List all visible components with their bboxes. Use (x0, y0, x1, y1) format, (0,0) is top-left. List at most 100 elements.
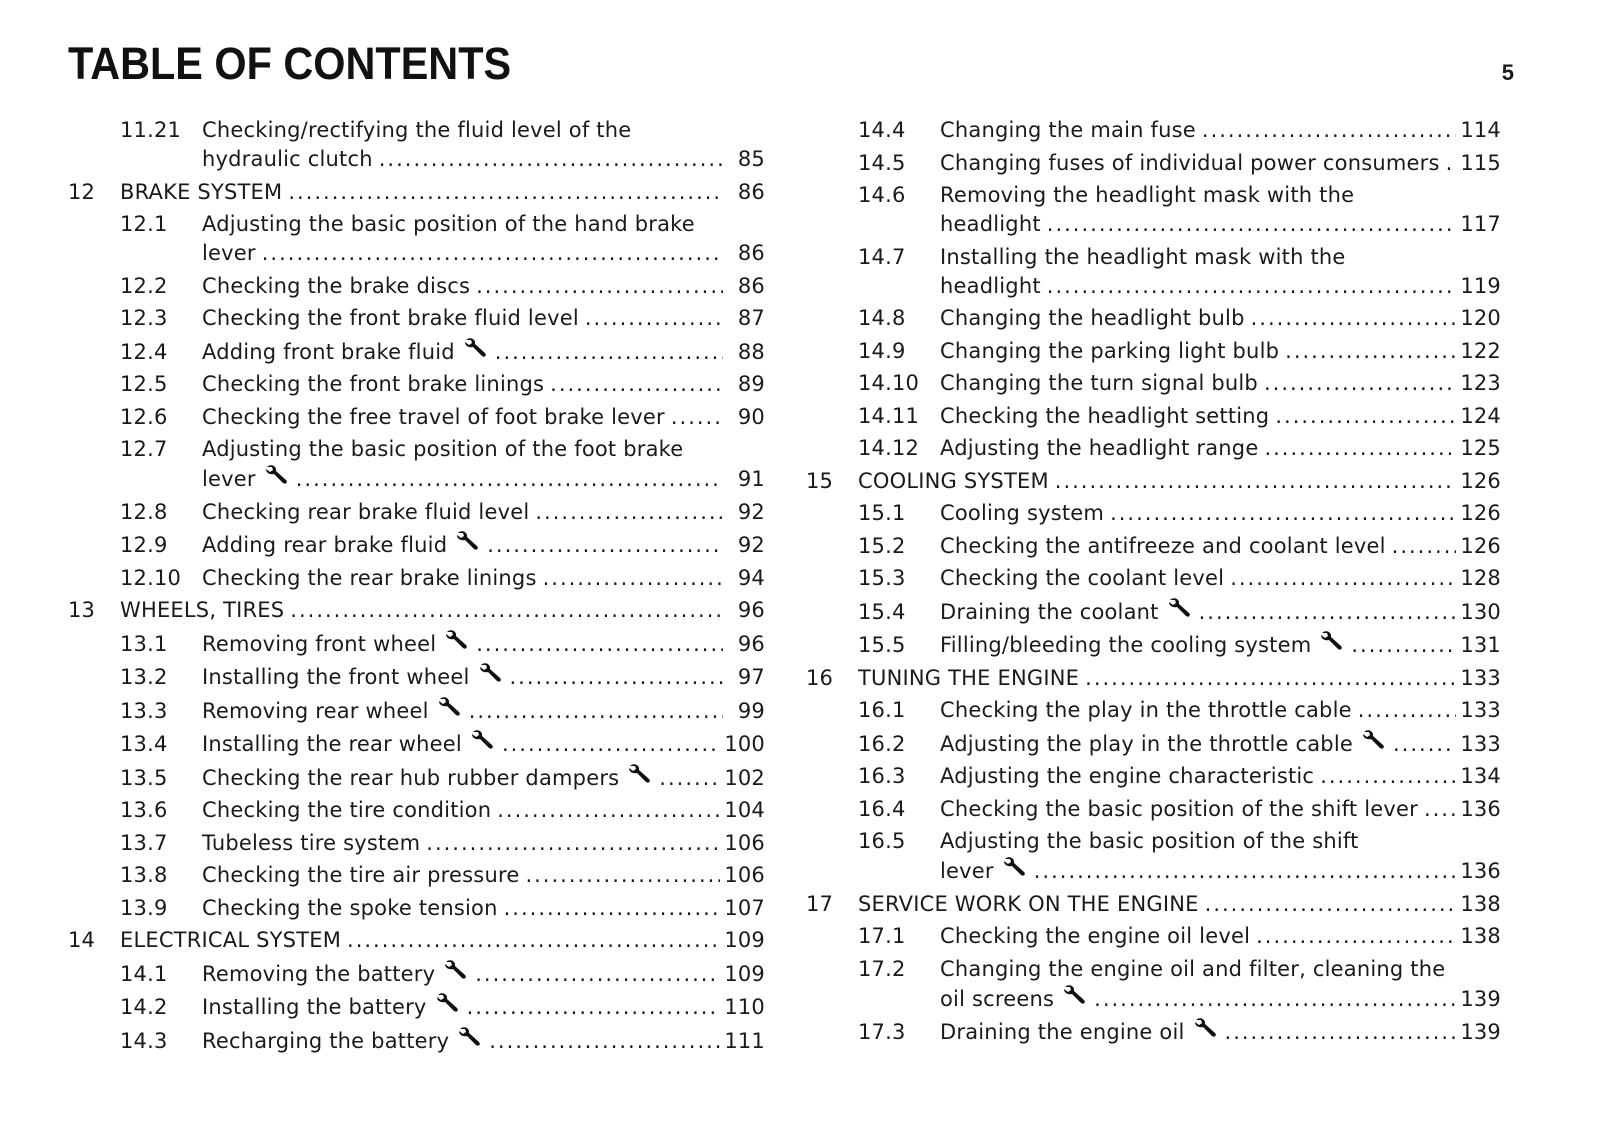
entry-page-number[interactable]: 109 (724, 961, 765, 986)
entry-page-number[interactable]: 134 (1460, 764, 1501, 788)
toc-entry[interactable]: 12.7 Adjusting the basic position of the … (68, 435, 765, 494)
entry-page-number[interactable]: 91 (737, 467, 765, 491)
toc-entry[interactable]: 14.9 Changing the parking light bulb 122 (806, 337, 1501, 366)
entry-page-number[interactable]: 109 (724, 928, 765, 952)
toc-chapter-entry[interactable]: 12 BRAKE SYSTEM 86 (68, 178, 765, 207)
toc-entry[interactable]: 16.3 Adjusting the engine characteristic 1… (806, 762, 1501, 791)
toc-entry[interactable]: 12.9 Adding rear brake fluid 92 (68, 530, 765, 560)
toc-entry[interactable]: 16.5 Adjusting the basic position of the … (806, 827, 1501, 886)
entry-page-number[interactable]: 131 (1460, 633, 1501, 657)
toc-entry[interactable]: 15.5 Filling/bleeding the cooling system 1… (806, 630, 1501, 660)
entry-page-number[interactable]: 107 (724, 895, 765, 920)
toc-entry[interactable]: 14.12 Adjusting the headlight range 125 (806, 434, 1501, 463)
entry-page-number[interactable]: 92 (737, 533, 765, 557)
toc-chapter-entry[interactable]: 13 WHEELS, TIRES 96 (68, 596, 765, 625)
toc-entry[interactable]: 14.3 Recharging the battery 111 (68, 1026, 765, 1056)
entry-page-number[interactable]: 88 (737, 339, 765, 364)
toc-entry[interactable]: 12.6 Checking the free travel of foot bra… (68, 403, 765, 432)
entry-page-number[interactable]: 125 (1460, 436, 1501, 460)
toc-entry[interactable]: 13.4 Installing the rear wheel 100 (68, 729, 765, 759)
entry-page-number[interactable]: 133 (1460, 698, 1501, 722)
toc-entry[interactable]: 12.4 Adding front brake fluid 88 (68, 337, 765, 367)
entry-page-number[interactable]: 114 (1460, 118, 1501, 142)
entry-page-number[interactable]: 133 (1460, 665, 1501, 690)
toc-entry[interactable]: 13.9 Checking the spoke tension 107 (68, 894, 765, 923)
entry-page-number[interactable]: 136 (1460, 859, 1501, 883)
toc-entry[interactable]: 13.7 Tubeless tire system 106 (68, 829, 765, 858)
entry-page-number[interactable]: 92 (737, 499, 765, 524)
toc-entry[interactable]: 13.2 Installing the front wheel 97 (68, 662, 765, 692)
toc-entry[interactable]: 12.1 Adjusting the basic position of the … (68, 210, 765, 268)
entry-page-number[interactable]: 106 (724, 863, 765, 887)
entry-page-number[interactable]: 100 (724, 732, 765, 756)
entry-page-number[interactable]: 130 (1460, 599, 1501, 624)
entry-page-number[interactable]: 102 (724, 765, 765, 790)
toc-entry[interactable]: 12.8 Checking rear brake fluid level 92 (68, 498, 765, 527)
entry-page-number[interactable]: 126 (1460, 468, 1501, 493)
toc-entry[interactable]: 17.3 Draining the engine oil 139 (806, 1017, 1501, 1047)
toc-entry[interactable]: 14.8 Changing the headlight bulb 120 (806, 304, 1501, 333)
toc-entry[interactable]: 13.8 Checking the tire air pressure 106 (68, 861, 765, 890)
entry-page-number[interactable]: 128 (1460, 566, 1501, 590)
toc-entry[interactable]: 12.10 Checking the rear brake linings 94 (68, 564, 765, 593)
entry-page-number[interactable]: 89 (737, 372, 765, 396)
entry-page-number[interactable]: 124 (1460, 403, 1501, 428)
toc-chapter-entry[interactable]: 16 TUNING THE ENGINE 133 (806, 664, 1501, 693)
toc-entry[interactable]: 13.5 Checking the rear hub rubber dampers… (68, 763, 765, 793)
entry-page-number[interactable]: 86 (737, 179, 765, 204)
entry-page-number[interactable]: 96 (737, 631, 765, 656)
entry-page-number[interactable]: 85 (737, 147, 765, 171)
entry-page-number[interactable]: 139 (1460, 1020, 1501, 1044)
entry-page-number[interactable]: 133 (1460, 731, 1501, 756)
entry-page-number[interactable]: 111 (724, 1028, 765, 1053)
toc-entry[interactable]: 14.6 Removing the headlight mask with the… (806, 181, 1501, 239)
entry-page-number[interactable]: 86 (737, 241, 765, 265)
entry-page-number[interactable]: 117 (1460, 212, 1501, 236)
toc-entry[interactable]: 16.1 Checking the play in the throttle ca… (806, 696, 1501, 725)
entry-page-number[interactable]: 126 (1460, 533, 1501, 558)
toc-entry[interactable]: 15.3 Checking the coolant level 128 (806, 564, 1501, 593)
entry-page-number[interactable]: 126 (1460, 501, 1501, 525)
toc-entry[interactable]: 14.4 Changing the main fuse 114 (806, 116, 1501, 145)
toc-entry[interactable]: 15.2 Checking the antifreeze and coolant … (806, 532, 1501, 561)
entry-page-number[interactable]: 97 (737, 665, 765, 689)
entry-page-number[interactable]: 96 (737, 598, 765, 622)
entry-page-number[interactable]: 106 (724, 830, 765, 855)
entry-page-number[interactable]: 119 (1460, 273, 1501, 298)
toc-chapter-entry[interactable]: 14 ELECTRICAL SYSTEM 109 (68, 926, 765, 955)
toc-entry[interactable]: 14.5 Changing fuses of individual power c… (806, 149, 1501, 178)
toc-chapter-entry[interactable]: 17 SERVICE WORK ON THE ENGINE 138 (806, 890, 1501, 919)
toc-entry[interactable]: 12.3 Checking the front brake fluid level… (68, 304, 765, 333)
toc-entry[interactable]: 11.21 Checking/rectifying the fluid level… (68, 116, 765, 174)
toc-entry[interactable]: 14.1 Removing the battery 109 (68, 959, 765, 989)
entry-page-number[interactable]: 94 (737, 565, 765, 590)
toc-entry[interactable]: 17.2 Changing the engine oil and filter, … (806, 955, 1501, 1014)
entry-page-number[interactable]: 138 (1460, 891, 1501, 916)
entry-page-number[interactable]: 90 (737, 404, 765, 429)
entry-page-number[interactable]: 99 (737, 698, 765, 723)
toc-entry[interactable]: 13.1 Removing front wheel 96 (68, 629, 765, 659)
entry-page-number[interactable]: 87 (737, 306, 765, 330)
toc-entry[interactable]: 14.10 Changing the turn signal bulb 123 (806, 369, 1501, 398)
entry-page-number[interactable]: 138 (1460, 924, 1501, 948)
toc-entry[interactable]: 14.11 Checking the headlight setting 124 (806, 402, 1501, 431)
entry-page-number[interactable]: 139 (1460, 986, 1501, 1011)
entry-page-number[interactable]: 120 (1460, 306, 1501, 330)
toc-entry[interactable]: 14.7 Installing the headlight mask with t… (806, 243, 1501, 301)
entry-page-number[interactable]: 122 (1460, 338, 1501, 363)
entry-page-number[interactable]: 123 (1460, 371, 1501, 395)
entry-page-number[interactable]: 136 (1460, 796, 1501, 821)
toc-entry[interactable]: 16.2 Adjusting the play in the throttle c… (806, 729, 1501, 759)
toc-entry[interactable]: 15.4 Draining the coolant 130 (806, 597, 1501, 627)
toc-entry[interactable]: 17.1 Checking the engine oil level 138 (806, 922, 1501, 951)
entry-page-number[interactable]: 110 (724, 995, 765, 1019)
entry-page-number[interactable]: 86 (737, 273, 765, 298)
entry-page-number[interactable]: 115 (1460, 150, 1501, 175)
toc-entry[interactable]: 12.2 Checking the brake discs 86 (68, 272, 765, 301)
toc-entry[interactable]: 13.3 Removing rear wheel 99 (68, 696, 765, 726)
toc-entry[interactable]: 13.6 Checking the tire condition 104 (68, 796, 765, 825)
toc-entry[interactable]: 16.4 Checking the basic position of the s… (806, 795, 1501, 824)
entry-page-number[interactable]: 104 (724, 798, 765, 822)
toc-chapter-entry[interactable]: 15 COOLING SYSTEM 126 (806, 467, 1501, 496)
toc-entry[interactable]: 14.2 Installing the battery 110 (68, 992, 765, 1022)
